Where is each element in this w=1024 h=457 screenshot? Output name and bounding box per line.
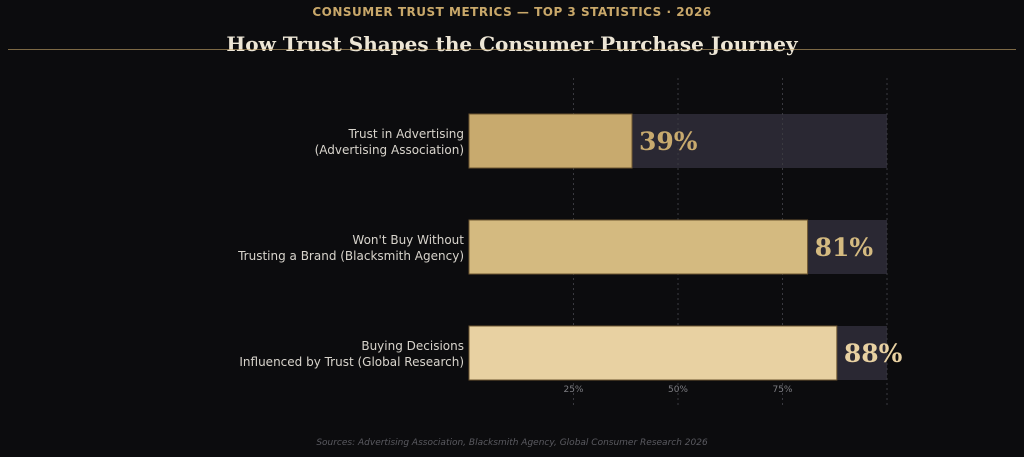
x-tick-label-2: 50% — [668, 385, 688, 395]
title-divider — [8, 49, 1016, 50]
chart-supertitle: CONSUMER TRUST METRICS — TOP 3 STATISTIC… — [312, 5, 712, 19]
category-label-2-line-2: Trusting a Brand (Blacksmith Agency) — [237, 249, 464, 263]
bar-2 — [468, 219, 809, 275]
value-label-2: 81% — [815, 233, 874, 262]
category-label-3-line-1: Buying Decisions — [361, 339, 464, 353]
chart-title: How Trust Shapes the Consumer Purchase J… — [226, 32, 798, 56]
x-tick-label-3: 75% — [772, 385, 792, 395]
category-label-3-line-2: Influenced by Trust (Global Research) — [239, 355, 464, 369]
category-label-1-line-1: Trust in Advertising — [347, 127, 464, 141]
source-note: Sources: Advertising Association, Blacks… — [316, 438, 708, 448]
bar-3 — [468, 325, 838, 381]
bar-1 — [468, 113, 633, 169]
category-label-1-line-2: (Advertising Association) — [315, 143, 464, 157]
x-tick-label-1: 25% — [563, 385, 583, 395]
value-label-1: 39% — [639, 127, 698, 156]
value-label-3: 88% — [844, 339, 903, 368]
category-label-2-line-1: Won't Buy Without — [352, 233, 464, 247]
